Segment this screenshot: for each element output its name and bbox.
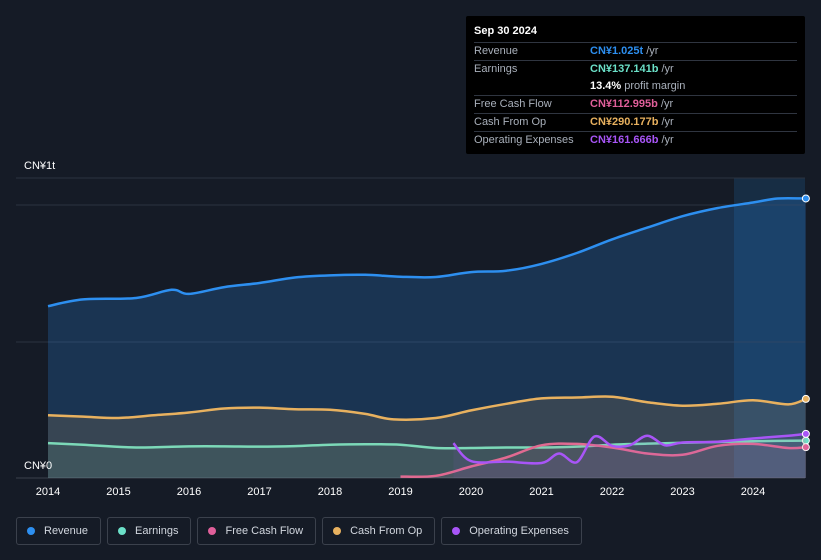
tooltip-row-cash-from-op: Cash From Op CN¥290.177b /yr: [474, 114, 797, 132]
tooltip-value: CN¥137.141b: [590, 63, 659, 75]
legend-label: Cash From Op: [350, 525, 423, 537]
y-axis-bottom-label: CN¥0: [24, 460, 53, 472]
series-area-free-cash-flow: [400, 443, 806, 478]
series-line-cash-from-op: [47, 395, 807, 421]
legend-label: Revenue: [44, 525, 89, 537]
tooltip-unit: /yr: [660, 98, 674, 110]
tooltip-unit: /yr: [646, 45, 659, 57]
legend-item-operating-expenses[interactable]: Operating Expenses: [441, 517, 582, 545]
tooltip-row-profit-margin: 13.4% profit margin: [474, 78, 797, 96]
series-area-earnings: [48, 440, 806, 478]
tooltip-label: Earnings: [474, 63, 518, 75]
tooltip-value: CN¥161.666b: [590, 134, 659, 146]
legend-dot-icon: [333, 527, 342, 535]
x-tick-label: 2015: [106, 486, 130, 498]
tooltip-unit: profit margin: [624, 80, 686, 92]
legend-label: Operating Expenses: [469, 525, 569, 537]
series-line-free-cash-flow: [400, 442, 806, 479]
tooltip-value: 13.4%: [590, 80, 622, 92]
series-endpoint-revenue[interactable]: [801, 194, 810, 203]
legend-item-free-cash-flow[interactable]: Free Cash Flow: [197, 517, 317, 545]
x-tick-label: 2021: [529, 486, 553, 498]
legend-item-revenue[interactable]: Revenue: [16, 517, 102, 545]
series-line-earnings: [47, 439, 806, 450]
y-axis-top-label: CN¥1t: [24, 160, 56, 172]
x-tick-label: 2023: [670, 486, 694, 498]
tooltip-value: CN¥290.177b: [590, 116, 659, 128]
tooltip-unit: /yr: [661, 134, 674, 146]
x-tick-label: 2016: [177, 486, 201, 498]
series-line-operating-expenses: [452, 432, 807, 465]
series-endpoint-operating-expenses[interactable]: [801, 429, 810, 438]
tooltip-value: CN¥1.025t: [590, 45, 644, 57]
tooltip-row-revenue: Revenue CN¥1.025t /yr: [474, 43, 797, 61]
tooltip-label: Cash From Op: [474, 116, 547, 128]
legend-label: Earnings: [135, 525, 179, 537]
legend-item-earnings[interactable]: Earnings: [107, 517, 192, 545]
series-line-revenue: [47, 196, 806, 308]
legend-dot-icon: [208, 527, 217, 535]
legend-dot-icon: [118, 527, 127, 535]
legend-dot-icon: [452, 527, 461, 535]
tooltip-label: Free Cash Flow: [474, 98, 552, 110]
tooltip-unit: /yr: [661, 116, 674, 128]
x-tick-label: 2018: [318, 486, 342, 498]
x-tick-label: 2020: [459, 486, 483, 498]
x-tick-labels: 2014 2015 2016 2017 2018 2019 2020 2021 2022 2023…: [36, 486, 765, 498]
tooltip-label: Operating Expenses: [474, 134, 574, 146]
tooltip-value: CN¥112.995b: [590, 98, 658, 110]
series-endpoint-cash-from-op[interactable]: [801, 394, 810, 403]
x-tick-label: 2014: [36, 486, 60, 498]
tooltip-label: Revenue: [474, 45, 519, 57]
tooltip-row-free-cash-flow: Free Cash Flow CN¥112.995b /yr: [474, 96, 797, 114]
tooltip-date: Sep 30 2024: [474, 24, 797, 43]
series-area-cash-from-op: [48, 396, 806, 478]
series-area-operating-expenses: [453, 433, 806, 478]
x-tick-label: 2019: [388, 486, 412, 498]
x-tick-label: 2024: [741, 486, 765, 498]
chart-legend: Revenue Earnings Free Cash Flow Cash Fro…: [16, 517, 582, 545]
x-tick-label: 2022: [600, 486, 624, 498]
tooltip-label: [474, 78, 590, 95]
x-tick-label: 2017: [247, 486, 271, 498]
data-tooltip: Sep 30 2024 Revenue CN¥1.025t /yr Earnin…: [466, 16, 805, 154]
forecast-highlight: [734, 178, 805, 478]
tooltip-row-operating-expenses: Operating Expenses CN¥161.666b /yr: [474, 132, 797, 149]
series-layer: [47, 194, 810, 479]
legend-label: Free Cash Flow: [225, 525, 304, 537]
tooltip-unit: /yr: [661, 63, 674, 75]
tooltip-row-earnings: Earnings CN¥137.141b /yr: [474, 61, 797, 78]
legend-dot-icon: [27, 527, 35, 535]
legend-item-cash-from-op[interactable]: Cash From Op: [322, 517, 436, 545]
series-endpoint-free-cash-flow[interactable]: [801, 443, 810, 452]
